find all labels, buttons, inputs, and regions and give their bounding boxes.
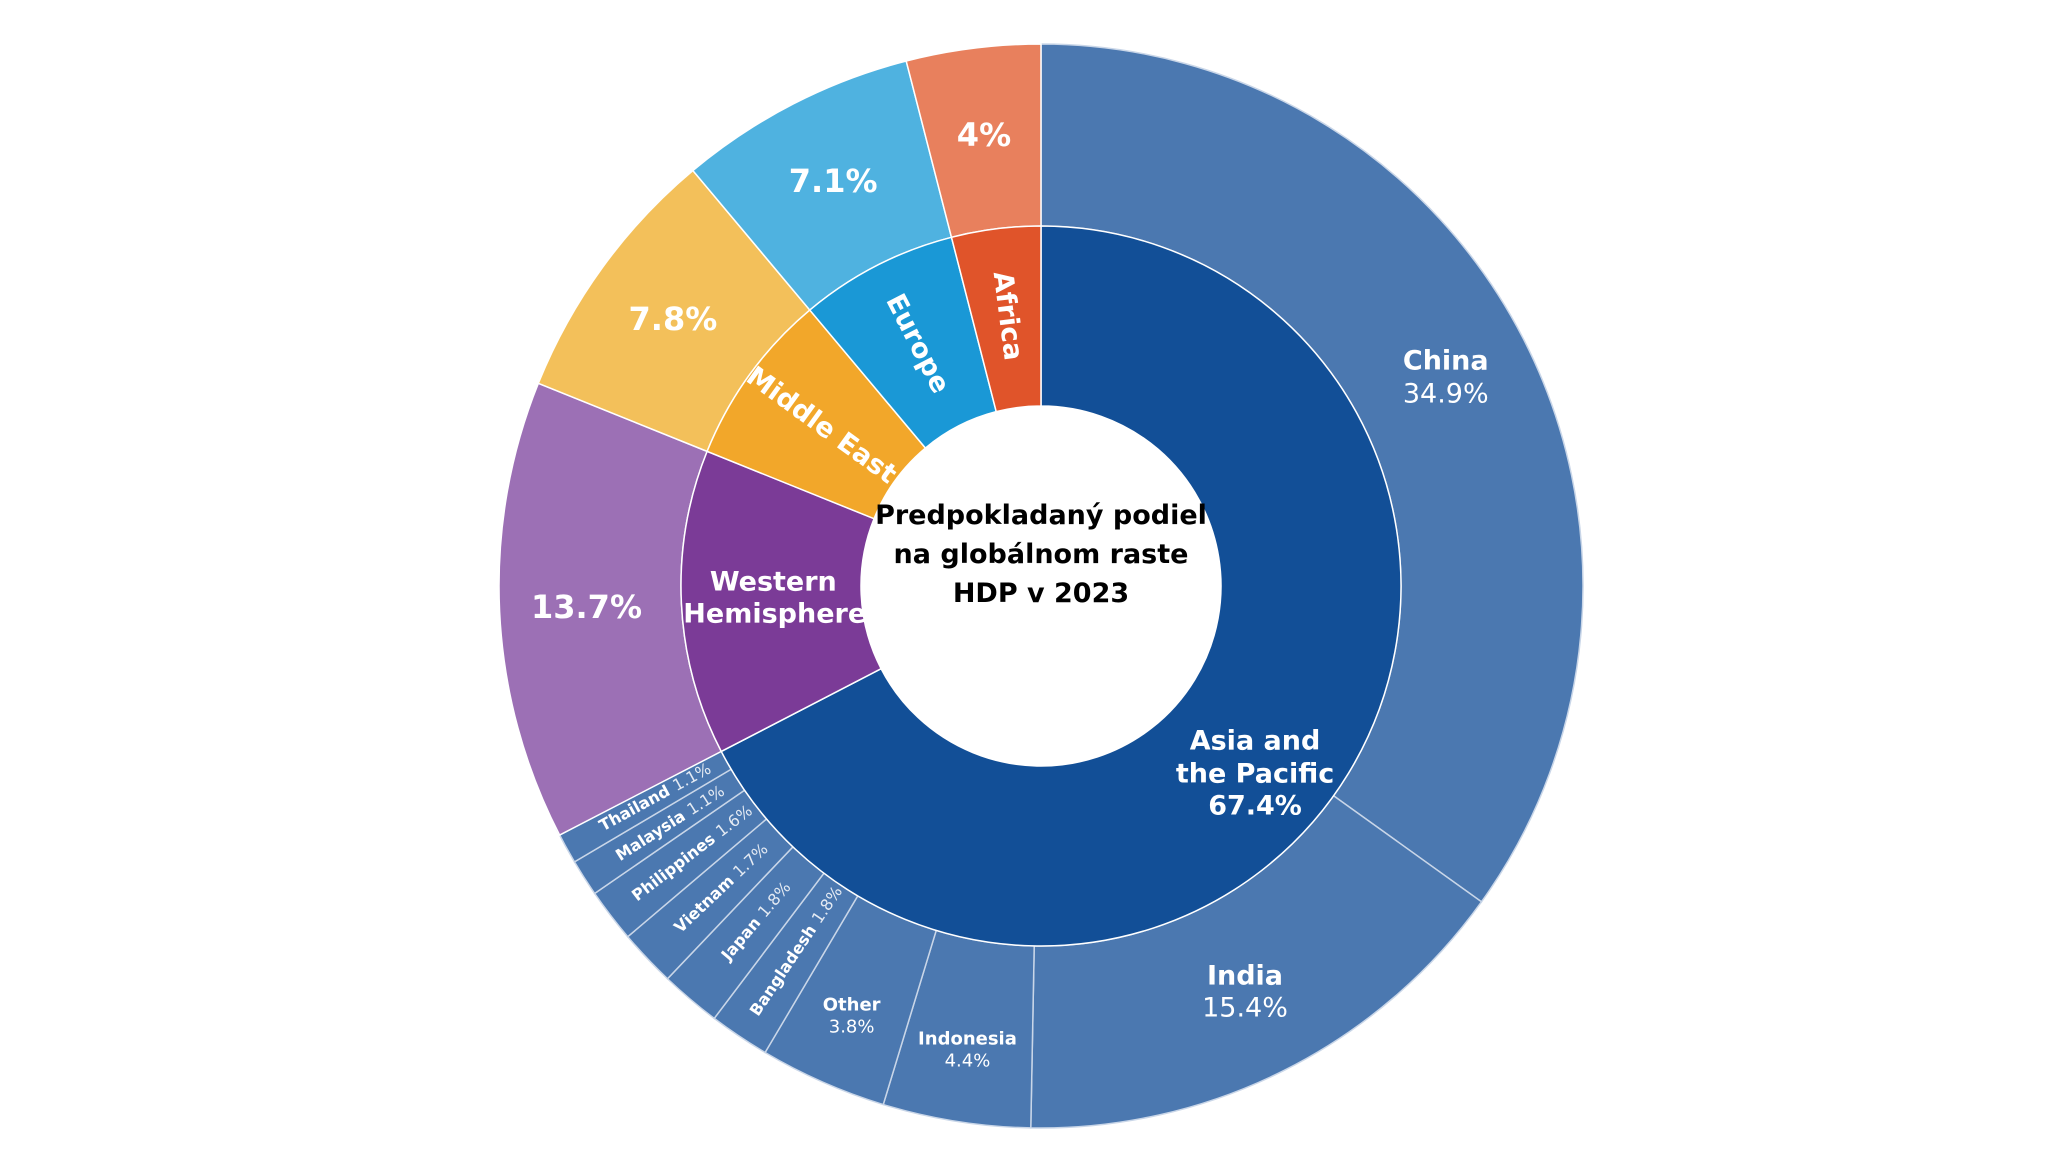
inner-segment [950,225,1042,413]
child-name: China [1402,345,1489,377]
region-value-label: 13.7% [530,588,643,627]
child-name: India [1206,960,1284,992]
region-value: 67.4% [1208,790,1302,822]
region-value-label: 7.1% [788,162,878,201]
region-value-label: 4% [956,115,1012,154]
child-label: China 34.9% [1403,346,1489,411]
child-label: Other 3.8% [823,995,881,1038]
region-name: Western Hemisphere [683,566,867,630]
child-value: 34.9% [1402,378,1489,410]
region-label: Asia and the Pacific 67.4% [1170,726,1340,823]
region-name: Asia and the Pacific [1175,725,1335,789]
child-value: 3.8% [828,1016,875,1038]
child-label: Indonesia 4.4% [918,1029,1017,1072]
chart-title: Predpokladaný podiel na globálnom raste … [875,500,1207,610]
child-name: Other [822,994,881,1016]
child-label: India 15.4% [1202,960,1288,1025]
region-value-label: 7.8% [628,299,718,338]
inner-segment [720,225,1402,947]
region-label: Western Hemisphere [683,566,867,631]
child-value: 15.4% [1202,992,1288,1024]
inner-segment [680,450,883,753]
child-name: Indonesia [918,1028,1017,1050]
child-value: 4.4% [944,1050,991,1072]
